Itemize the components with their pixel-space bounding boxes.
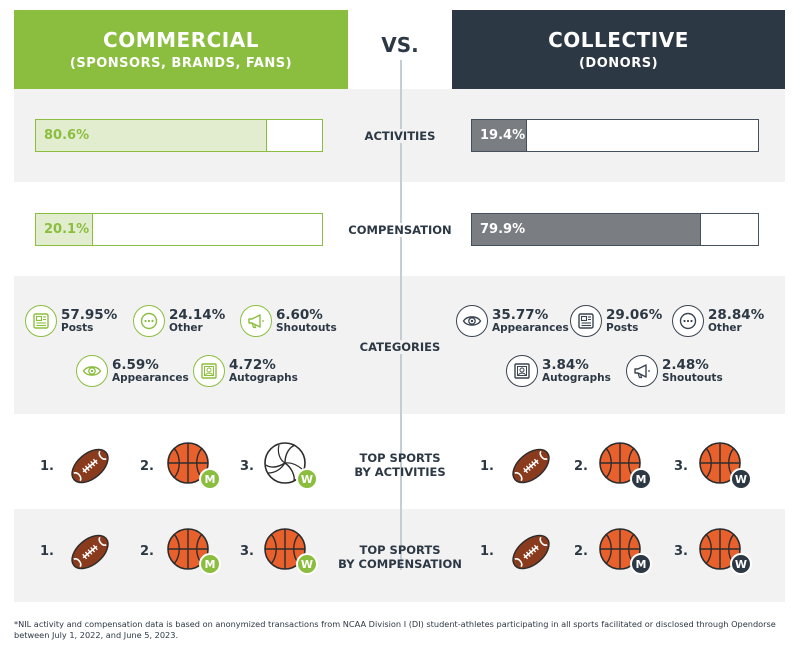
top-sports-compensation-line2: BY COMPENSATION xyxy=(338,557,462,572)
category-pct: 6.59% xyxy=(112,356,159,373)
commercial-compensation-bar: 20.1% xyxy=(35,213,323,246)
rank-label: 2. xyxy=(574,459,588,474)
collective-category-other: 28.84% Other xyxy=(672,305,764,337)
posts-icon xyxy=(570,305,602,337)
top-compensation-band xyxy=(14,509,785,602)
rank-label: 1. xyxy=(40,459,54,474)
collective-subtitle: (DONORS) xyxy=(578,56,659,71)
womens-badge: W xyxy=(296,553,318,575)
commercial-category-appearances: 6.59% Appearances xyxy=(76,355,189,387)
category-pct: 24.14% xyxy=(169,306,226,323)
category-name: Autographs xyxy=(229,371,298,384)
commercial-title: COMMERCIAL xyxy=(103,28,259,52)
category-pct: 6.60% xyxy=(276,306,323,323)
mens-badge: M xyxy=(630,468,652,490)
category-name: Posts xyxy=(61,321,94,334)
categories-label: CATEGORIES xyxy=(330,340,470,354)
category-name: Shoutouts xyxy=(662,371,723,384)
commercial-activities-fill xyxy=(36,120,267,151)
collective-compensation-bar: 79.9% xyxy=(471,213,759,246)
category-pct: 28.84% xyxy=(708,306,765,323)
vs-label: VS. xyxy=(381,33,419,57)
eye-icon xyxy=(456,305,488,337)
mens-badge: M xyxy=(199,553,221,575)
commercial-compensation-pct: 20.1% xyxy=(44,222,90,237)
commercial-activities-pct: 80.6% xyxy=(44,128,90,143)
collective-activities-bar: 19.4% xyxy=(471,119,759,152)
category-pct: 29.06% xyxy=(606,306,663,323)
category-name: Posts xyxy=(606,321,639,334)
football-icon xyxy=(508,443,554,489)
rank-label: 1. xyxy=(40,544,54,559)
commercial-activities-bar: 80.6% xyxy=(35,119,323,152)
collective-category-shoutouts: 2.48% Shoutouts xyxy=(626,355,723,387)
megaphone-icon xyxy=(240,305,272,337)
rank-label: 1. xyxy=(480,544,494,559)
rank-label: 3. xyxy=(240,459,254,474)
commercial-compensation-fill xyxy=(36,214,94,245)
top-sports-activities-label: TOP SPORTS BY ACTIVITIES xyxy=(330,451,470,480)
category-name: Other xyxy=(708,321,742,334)
category-pct: 35.77% xyxy=(492,306,549,323)
rank-label: 3. xyxy=(674,459,688,474)
womens-badge: W xyxy=(296,468,318,490)
collective-category-appearances: 35.77% Appearances xyxy=(456,305,569,337)
rank-label: 3. xyxy=(240,544,254,559)
rank-label: 1. xyxy=(480,459,494,474)
other-icon xyxy=(672,305,704,337)
category-pct: 4.72% xyxy=(229,356,276,373)
rank-label: 2. xyxy=(574,544,588,559)
compensation-label: COMPENSATION xyxy=(330,223,470,237)
collective-category-posts: 29.06% Posts xyxy=(570,305,662,337)
commercial-category-shoutouts: 6.60% Shoutouts xyxy=(240,305,337,337)
category-name: Other xyxy=(169,321,203,334)
football-icon xyxy=(67,529,113,575)
category-pct: 2.48% xyxy=(662,356,709,373)
collective-category-autographs: 3.84% Autographs xyxy=(506,355,611,387)
top-sports-activities-line1: TOP SPORTS xyxy=(359,451,441,465)
category-name: Appearances xyxy=(492,321,569,334)
womens-badge: W xyxy=(730,553,752,575)
footnote: *NIL activity and compensation data is b… xyxy=(14,619,776,641)
collective-compensation-pct: 79.9% xyxy=(480,222,526,237)
mens-badge: M xyxy=(199,468,221,490)
football-icon xyxy=(508,529,554,575)
compensation-label-text: COMPENSATION xyxy=(342,223,458,237)
category-name: Appearances xyxy=(112,371,189,384)
mens-badge: M xyxy=(630,553,652,575)
other-icon xyxy=(133,305,165,337)
categories-label-text: CATEGORIES xyxy=(353,340,447,354)
autograph-icon xyxy=(506,355,538,387)
commercial-category-other: 24.14% Other xyxy=(133,305,225,337)
top-sports-compensation-label: TOP SPORTS BY COMPENSATION xyxy=(330,543,470,572)
collective-activities-fill xyxy=(472,120,528,151)
collective-compensation-fill xyxy=(472,214,701,245)
rank-label: 3. xyxy=(674,544,688,559)
rank-label: 2. xyxy=(140,459,154,474)
commercial-category-autographs: 4.72% Autographs xyxy=(193,355,298,387)
commercial-subtitle: (SPONSORS, BRANDS, FANS) xyxy=(69,56,293,71)
posts-icon xyxy=(25,305,57,337)
collective-activities-pct: 19.4% xyxy=(480,128,526,143)
category-pct: 3.84% xyxy=(542,356,589,373)
activities-label-text: ACTIVITIES xyxy=(358,129,442,143)
top-sports-activities-line2: BY ACTIVITIES xyxy=(354,465,446,480)
commercial-category-posts: 57.95% Posts xyxy=(25,305,117,337)
megaphone-icon xyxy=(626,355,658,387)
eye-icon xyxy=(76,355,108,387)
top-sports-compensation-line1: TOP SPORTS xyxy=(359,543,441,557)
category-name: Autographs xyxy=(542,371,611,384)
activities-label: ACTIVITIES xyxy=(330,129,470,143)
center-divider xyxy=(400,60,402,570)
rank-label: 2. xyxy=(140,544,154,559)
category-name: Shoutouts xyxy=(276,321,337,334)
womens-badge: W xyxy=(730,468,752,490)
category-pct: 57.95% xyxy=(61,306,118,323)
collective-title: COLLECTIVE xyxy=(548,28,689,52)
collective-header: COLLECTIVE (DONORS) xyxy=(452,10,785,89)
football-icon xyxy=(67,443,113,489)
autograph-icon xyxy=(193,355,225,387)
commercial-header: COMMERCIAL (SPONSORS, BRANDS, FANS) xyxy=(14,10,348,89)
